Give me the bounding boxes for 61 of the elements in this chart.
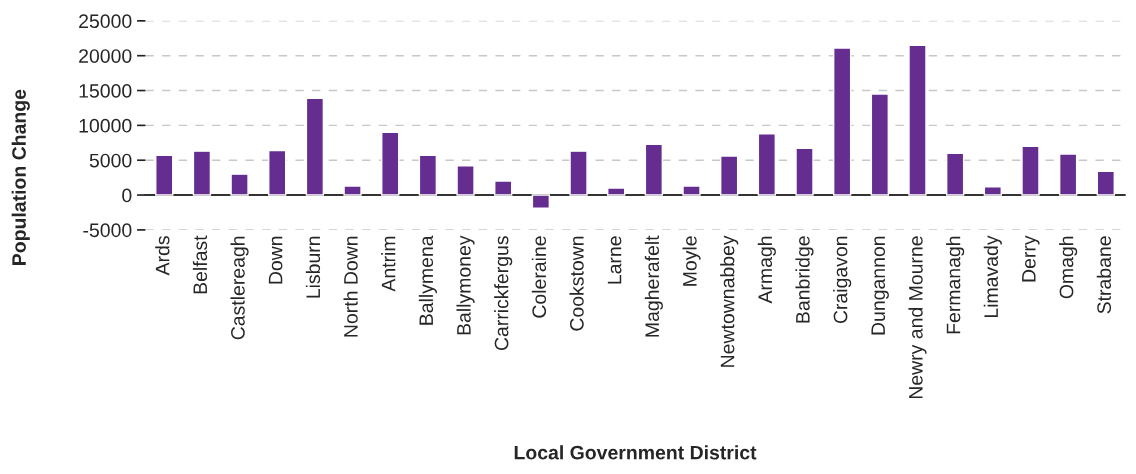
x-tick-label: Limavady bbox=[983, 235, 1002, 318]
y-tick-label: 0 bbox=[122, 188, 132, 203]
x-tick-label: Larne bbox=[607, 236, 622, 284]
bar bbox=[833, 47, 852, 196]
bar bbox=[343, 185, 362, 196]
x-axis-title: Local Government District bbox=[514, 445, 757, 460]
bar bbox=[569, 150, 588, 196]
y-tick-label: 25000 bbox=[79, 14, 132, 29]
y-tick-label: 15000 bbox=[79, 84, 132, 98]
bar bbox=[305, 97, 325, 196]
bar bbox=[644, 143, 664, 196]
x-tick-label: North Down bbox=[343, 236, 358, 337]
y-tick-label: 5000 bbox=[89, 153, 132, 168]
bar bbox=[230, 173, 249, 196]
bar bbox=[418, 154, 438, 196]
y-tick-label: 10000 bbox=[79, 118, 132, 133]
bar bbox=[757, 133, 777, 196]
bar bbox=[682, 185, 701, 196]
x-tick-label: Castlereagh bbox=[230, 236, 249, 340]
x-tick-label: Craigavon bbox=[833, 236, 852, 324]
bar bbox=[1096, 170, 1115, 196]
x-tick-label: Belfast bbox=[192, 235, 208, 294]
bar bbox=[531, 194, 551, 209]
bar bbox=[1021, 145, 1040, 196]
x-tick-label: Derry bbox=[1022, 235, 1040, 282]
x-tick-label: Ballymoney bbox=[456, 235, 475, 335]
bar bbox=[192, 150, 212, 196]
bar bbox=[983, 185, 1002, 196]
x-tick-label: Antrim bbox=[381, 236, 396, 292]
x-tick-label: Strabane bbox=[1096, 236, 1112, 314]
bar bbox=[1058, 153, 1078, 196]
x-tick-label: Magherafelt bbox=[644, 235, 663, 337]
y-axis-title: Population Change bbox=[11, 89, 30, 265]
x-tick-label: Cookstown bbox=[569, 236, 584, 331]
x-tick-label: Ballymena bbox=[418, 235, 437, 325]
bar bbox=[607, 187, 626, 196]
x-tick-label: Fermanagh bbox=[946, 236, 965, 334]
bar bbox=[494, 180, 513, 196]
x-tick-label: Armagh bbox=[757, 236, 776, 304]
x-tick-label: Ards bbox=[155, 236, 170, 276]
bar bbox=[155, 154, 174, 196]
bar bbox=[268, 149, 287, 196]
bar bbox=[795, 147, 814, 196]
x-tick-label: Down bbox=[268, 236, 283, 284]
x-tick-label: Omagh bbox=[1059, 236, 1078, 299]
x-tick-label: Newtownabbey bbox=[720, 235, 739, 367]
x-tick-label: Lisburn bbox=[305, 236, 321, 298]
bar bbox=[456, 165, 475, 196]
bar bbox=[908, 44, 927, 196]
y-tick-label: -5000 bbox=[83, 223, 132, 238]
bar bbox=[945, 152, 965, 196]
bar bbox=[870, 93, 890, 196]
x-tick-label: Moyle bbox=[682, 236, 701, 286]
x-tick-label: Carrickfergus bbox=[494, 236, 513, 351]
x-tick-label: Newry and Mourne bbox=[908, 236, 927, 399]
bar bbox=[720, 155, 739, 196]
bar bbox=[381, 131, 400, 196]
y-tick-label: 20000 bbox=[79, 49, 132, 63]
x-tick-label: Banbridge bbox=[795, 236, 814, 323]
x-tick-label: Dungannon bbox=[871, 236, 889, 335]
x-tick-label: Coleraine bbox=[531, 236, 547, 318]
